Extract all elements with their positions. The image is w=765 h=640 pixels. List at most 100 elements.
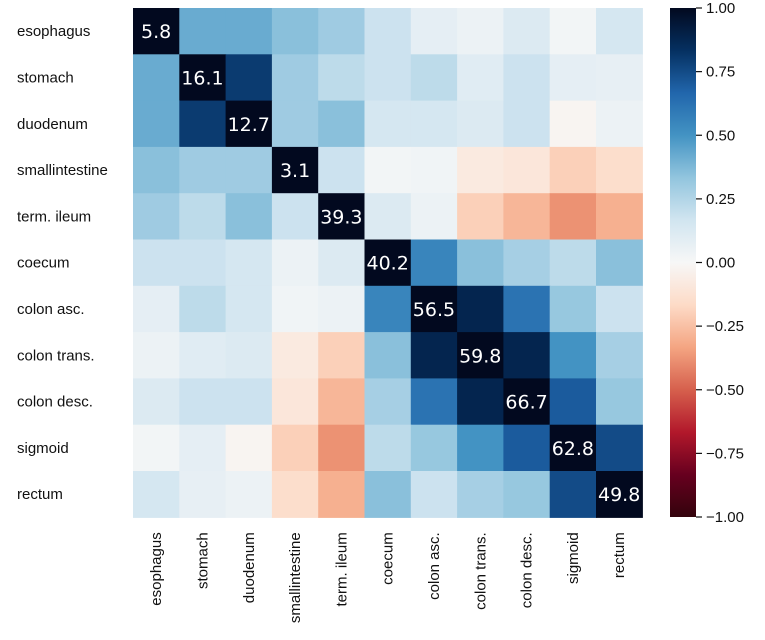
heatmap-cell-9-7 xyxy=(457,424,504,472)
heatmap-cell-3-0 xyxy=(133,146,180,194)
heatmap-cell-6-2 xyxy=(225,285,273,333)
heatmap-cell-10-1 xyxy=(179,471,227,518)
heatmap-cell-5-3 xyxy=(271,239,319,287)
colorbar-tick-label-0: 1.00 xyxy=(706,0,735,17)
heatmap-cell-10-6 xyxy=(410,471,458,518)
heatmap-cell-0-6 xyxy=(410,8,458,55)
row-label-2: duodenum xyxy=(17,116,88,133)
heatmap-cells xyxy=(133,8,643,518)
row-label-8: colon desc. xyxy=(17,394,93,411)
heatmap-cell-0-0 xyxy=(133,8,180,55)
heatmap-cell-4-3 xyxy=(271,193,319,241)
row-label-4: term. ileum xyxy=(17,208,91,225)
column-label-6: colon asc. xyxy=(426,532,443,600)
heatmap-cell-5-1 xyxy=(179,239,227,287)
row-label-5: coecum xyxy=(17,255,70,272)
heatmap-cell-6-7 xyxy=(457,285,504,333)
heatmap-cell-2-9 xyxy=(549,100,597,148)
heatmap-cell-6-6 xyxy=(410,285,458,333)
heatmap-cell-2-2 xyxy=(225,100,273,148)
heatmap-cell-10-8 xyxy=(503,471,551,518)
heatmap-cell-4-4 xyxy=(318,193,366,241)
heatmap-cell-9-8 xyxy=(503,424,551,472)
heatmap-cell-10-4 xyxy=(318,471,366,518)
heatmap-cell-3-2 xyxy=(225,146,273,194)
heatmap-cell-3-8 xyxy=(503,146,551,194)
heatmap-cell-9-4 xyxy=(318,424,366,472)
heatmap-cell-2-10 xyxy=(596,100,643,148)
heatmap-cell-5-9 xyxy=(549,239,597,287)
heatmap-cell-10-9 xyxy=(549,471,597,518)
heatmap-cell-2-0 xyxy=(133,100,180,148)
heatmap-cell-1-9 xyxy=(549,54,597,102)
heatmap-cell-7-4 xyxy=(318,332,366,379)
heatmap-cell-6-5 xyxy=(364,285,412,333)
column-label-3: smallintestine xyxy=(287,532,304,623)
heatmap-cell-5-2 xyxy=(225,239,273,287)
diagonal-label-0: 5.8 xyxy=(141,21,171,43)
heatmap-cell-8-5 xyxy=(364,378,412,426)
diagonal-label-2: 12.7 xyxy=(228,114,270,136)
heatmap-cell-8-7 xyxy=(457,378,504,426)
diagonal-label-4: 39.3 xyxy=(320,206,362,228)
row-label-10: rectum xyxy=(17,486,63,503)
row-label-7: colon trans. xyxy=(17,347,95,364)
colorbar-gradient xyxy=(670,8,696,517)
column-label-5: coecum xyxy=(380,532,397,585)
heatmap-cell-4-8 xyxy=(503,193,551,241)
heatmap-cell-0-2 xyxy=(225,8,273,55)
heatmap-cell-5-0 xyxy=(133,239,180,287)
heatmap-cell-1-3 xyxy=(271,54,319,102)
heatmap-cell-2-4 xyxy=(318,100,366,148)
heatmap-cell-8-10 xyxy=(596,378,643,426)
colorbar-tick-label-8: −1.00 xyxy=(706,509,744,526)
heatmap-cell-10-5 xyxy=(364,471,412,518)
heatmap-cell-4-6 xyxy=(410,193,458,241)
heatmap-cell-9-9 xyxy=(549,424,597,472)
heatmap-cell-1-4 xyxy=(318,54,366,102)
heatmap-cell-2-8 xyxy=(503,100,551,148)
heatmap-cell-3-5 xyxy=(364,146,412,194)
colorbar-tick-label-2: 0.50 xyxy=(706,127,735,144)
heatmap-cell-4-10 xyxy=(596,193,643,241)
heatmap-cell-9-6 xyxy=(410,424,458,472)
colorbar: 1.00 0.75 0.50 0.25 0.00 −0.25 −0.50 −0.75 −1.00 xyxy=(670,0,744,526)
colorbar-tick-label-5: −0.25 xyxy=(706,318,744,335)
colorbar-tick-label-1: 0.75 xyxy=(706,64,735,81)
heatmap-cell-3-3 xyxy=(271,146,319,194)
heatmap-cell-9-10 xyxy=(596,424,643,472)
heatmap-cell-1-10 xyxy=(596,54,643,102)
heatmap-cell-8-9 xyxy=(549,378,597,426)
heatmap-cell-2-3 xyxy=(271,100,319,148)
heatmap-cell-6-1 xyxy=(179,285,227,333)
heatmap-cell-0-8 xyxy=(503,8,551,55)
heatmap-cell-9-1 xyxy=(179,424,227,472)
diagonal-label-9: 62.8 xyxy=(552,438,594,460)
heatmap-cell-5-10 xyxy=(596,239,643,287)
heatmap-cell-0-10 xyxy=(596,8,643,55)
heatmap-cell-6-3 xyxy=(271,285,319,333)
heatmap-cell-8-1 xyxy=(179,378,227,426)
row-label-3: smallintestine xyxy=(17,162,108,179)
heatmap-cell-10-0 xyxy=(133,471,180,518)
heatmap-cell-8-4 xyxy=(318,378,366,426)
heatmap-cell-8-6 xyxy=(410,378,458,426)
row-label-0: esophagus xyxy=(17,23,90,40)
column-label-0: esophagus xyxy=(148,532,165,605)
row-label-6: colon asc. xyxy=(17,301,85,318)
heatmap-cell-3-1 xyxy=(179,146,227,194)
heatmap-cell-5-4 xyxy=(318,239,366,287)
heatmap-cell-1-6 xyxy=(410,54,458,102)
column-label-8: colon desc. xyxy=(519,532,536,608)
heatmap-cell-3-10 xyxy=(596,146,643,194)
heatmap-cell-2-5 xyxy=(364,100,412,148)
heatmap-cell-5-5 xyxy=(364,239,412,287)
heatmap-cell-0-1 xyxy=(179,8,227,55)
heatmap-cell-9-3 xyxy=(271,424,319,472)
heatmap-cell-3-9 xyxy=(549,146,597,194)
column-label-10: rectum xyxy=(611,532,628,578)
column-label-4: term. ileum xyxy=(333,532,350,606)
heatmap-cell-1-0 xyxy=(133,54,180,102)
heatmap-cell-1-8 xyxy=(503,54,551,102)
diagonal-label-3: 3.1 xyxy=(280,160,310,182)
